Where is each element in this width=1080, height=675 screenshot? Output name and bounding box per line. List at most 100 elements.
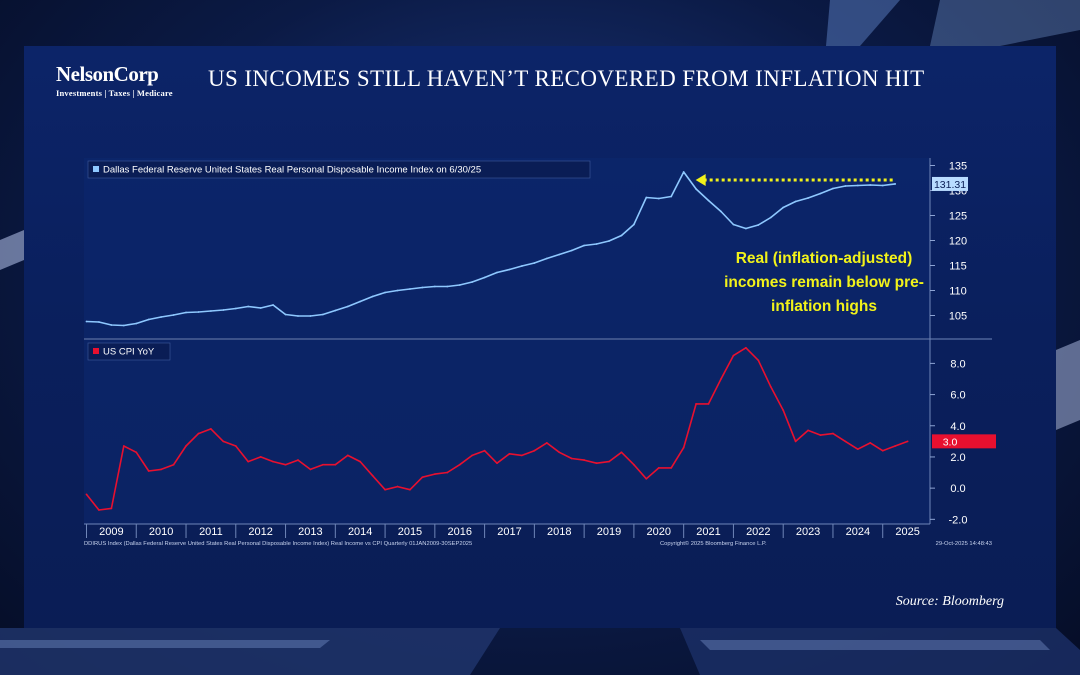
income-index-line-point bbox=[160, 316, 163, 318]
nelsoncorp-logo: NelsonCorp Investments | Taxes | Medicar… bbox=[56, 60, 186, 100]
cpi-yoy-line-point bbox=[172, 463, 175, 466]
income-index-line-point bbox=[421, 286, 424, 289]
cpi-yoy-line-point bbox=[346, 454, 349, 457]
cpi-yoy-line-point bbox=[284, 463, 287, 466]
income-legend-box bbox=[87, 160, 591, 179]
income-index-line-point bbox=[844, 185, 847, 187]
cpi-yoy-line-point bbox=[832, 432, 834, 435]
income-index-line-point bbox=[670, 195, 673, 198]
annotation-line: inflation highs bbox=[771, 298, 877, 315]
cpi-yoy-line-point bbox=[570, 457, 573, 460]
cpi-tick-label: -2.0 bbox=[949, 514, 968, 526]
cpi-yoy-line-point bbox=[98, 509, 100, 511]
x-tick-label: 2024 bbox=[846, 526, 870, 538]
logo-name: NelsonCorp bbox=[56, 62, 159, 86]
cpi-yoy-line-point bbox=[869, 442, 872, 444]
cpi-yoy-line-point bbox=[620, 451, 623, 454]
cpi-yoy-line-point bbox=[272, 460, 275, 463]
x-tick-label: 2018 bbox=[547, 526, 571, 538]
cpi-yoy-line-point bbox=[135, 451, 138, 454]
cpi-yoy-line-point bbox=[409, 488, 411, 491]
income-index-line-point bbox=[496, 271, 498, 274]
income-last-value: 131.31 bbox=[934, 179, 966, 191]
income-index-line-point bbox=[794, 200, 797, 203]
cpi-yoy-line-point bbox=[210, 427, 212, 430]
x-tick-label: 2016 bbox=[447, 526, 471, 538]
income-index-line-point bbox=[832, 187, 834, 190]
income-index-line-point bbox=[595, 243, 598, 245]
cpi-yoy-line-point bbox=[657, 466, 660, 469]
income-index-line-point bbox=[720, 210, 722, 213]
income-index-line-point bbox=[446, 285, 449, 288]
cpi-yoy-line-point bbox=[633, 463, 635, 466]
income-legend-label: Dallas Federal Reserve United States Rea… bbox=[103, 165, 481, 176]
cpi-plot-background bbox=[84, 340, 930, 524]
cpi-yoy-line-point bbox=[160, 468, 163, 471]
income-index-line-point bbox=[197, 311, 200, 313]
chart-panel: NelsonCorp Investments | Taxes | Medicar… bbox=[24, 46, 1056, 628]
income-index-line-point bbox=[633, 223, 635, 226]
cpi-tick-label: 8.0 bbox=[950, 358, 965, 370]
cpi-yoy-line-point bbox=[185, 445, 187, 447]
cpi-yoy-line-point bbox=[458, 463, 461, 466]
cpi-yoy-line-point bbox=[707, 403, 710, 405]
income-index-line-point bbox=[384, 291, 386, 294]
income-index-line-point bbox=[707, 199, 710, 202]
x-tick-label: 2015 bbox=[398, 526, 422, 538]
cpi-yoy-line-point bbox=[359, 460, 362, 463]
cpi-yoy-line-point bbox=[110, 507, 113, 510]
income-index-line-point bbox=[147, 318, 150, 321]
cpi-yoy-line-point bbox=[695, 403, 698, 405]
source-credit: Source: Bloomberg bbox=[895, 594, 1004, 609]
income-index-line-point bbox=[508, 268, 511, 271]
income-index-line-point bbox=[856, 184, 859, 187]
income-index-line-point bbox=[396, 289, 399, 292]
cpi-yoy-line-point bbox=[545, 442, 548, 444]
cpi-yoy-line-point bbox=[558, 451, 561, 454]
cpi-last-value-badge bbox=[932, 434, 996, 449]
cpi-yoy-line-point bbox=[744, 346, 747, 349]
cpi-tick-label: 6.0 bbox=[950, 390, 965, 402]
income-index-line-point bbox=[757, 224, 760, 226]
cpi-yoy-line-point bbox=[894, 445, 897, 447]
income-index-line-point bbox=[657, 197, 660, 200]
income-index-line-point bbox=[272, 304, 275, 306]
income-index-line-point bbox=[732, 223, 735, 226]
cpi-yoy-line-point bbox=[384, 488, 386, 491]
cpi-yoy-line-point bbox=[732, 354, 735, 357]
cpi-tick-label: 0.0 bbox=[950, 483, 965, 495]
income-index-line-point bbox=[185, 311, 187, 314]
income-index-line-point bbox=[869, 184, 872, 186]
income-index-line-point bbox=[433, 285, 436, 288]
income-index-line-point bbox=[284, 313, 287, 316]
income-index-line-point bbox=[371, 295, 374, 298]
income-index-line-point bbox=[346, 305, 349, 308]
cpi-yoy-line-point bbox=[446, 471, 449, 474]
income-index-line-point bbox=[359, 300, 362, 303]
income-index-line-point bbox=[558, 253, 561, 256]
income-index-line-point bbox=[471, 281, 474, 283]
cpi-tick-label: 4.0 bbox=[950, 421, 965, 433]
cpi-yoy-line-point bbox=[234, 445, 237, 447]
footnote-timestamp: 29-Oct-2025 14:48:43 bbox=[936, 541, 992, 547]
income-index-line-point bbox=[695, 188, 698, 190]
cpi-yoy-line-point bbox=[247, 460, 250, 463]
cpi-yoy-line-point bbox=[396, 485, 399, 488]
income-index-line-point bbox=[458, 284, 461, 286]
income-tick-label: 125 bbox=[949, 211, 967, 223]
cpi-yoy-line-point bbox=[259, 456, 262, 458]
cpi-yoy-line-point bbox=[856, 448, 859, 451]
cpi-yoy-line-point bbox=[782, 409, 785, 412]
cpi-yoy-line-point bbox=[819, 434, 822, 437]
income-index-line-point bbox=[172, 314, 175, 316]
cpi-yoy-line-point bbox=[334, 463, 337, 466]
income-index-line-point bbox=[85, 320, 88, 323]
income-legend-swatch bbox=[93, 166, 99, 172]
cpi-yoy-line-point bbox=[645, 477, 648, 480]
cpi-legend-box bbox=[87, 342, 171, 361]
x-tick-label: 2012 bbox=[248, 526, 272, 538]
income-index-line-point bbox=[645, 196, 648, 199]
income-index-line-point bbox=[819, 192, 822, 195]
cpi-yoy-line-point bbox=[297, 459, 299, 461]
annotation-line: Real (inflation-adjusted) bbox=[736, 250, 913, 267]
